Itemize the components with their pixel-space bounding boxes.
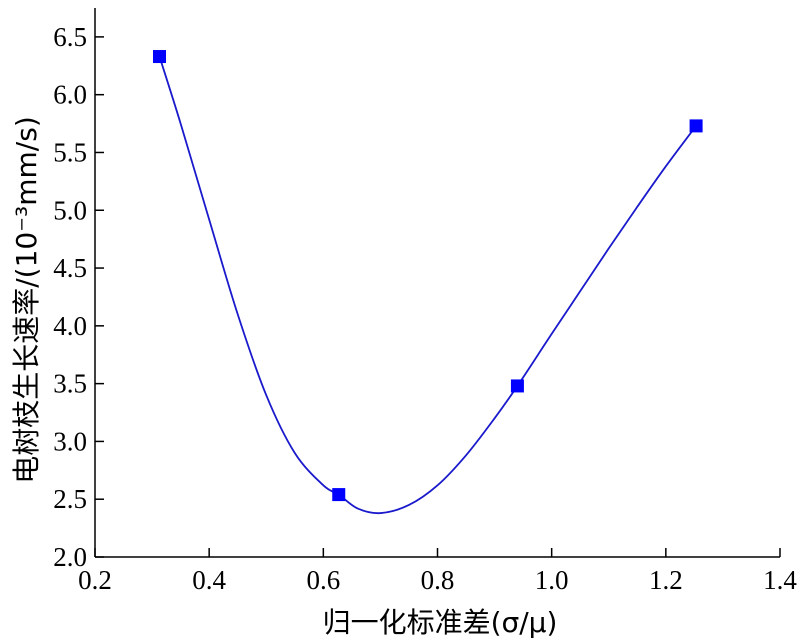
y-tick-label: 3.5 [53, 369, 87, 399]
x-tick-label: 1.4 [763, 565, 797, 595]
y-tick-label: 6.0 [53, 80, 87, 110]
data-markers [153, 50, 703, 502]
fit-curve [158, 56, 697, 515]
y-tick-label: 3.0 [53, 426, 87, 456]
data-point-4 [689, 119, 703, 133]
data-point-1 [153, 50, 166, 64]
y-axis-title: 电树枝生长速率/(10⁻³mm/s) [10, 116, 43, 484]
axes [94, 8, 780, 558]
data-point-2 [332, 488, 346, 502]
y-tick-label: 2.0 [53, 542, 87, 572]
y-tick-label: 4.0 [53, 311, 87, 341]
x-axis-title: 归一化标准差(σ/μ) [323, 606, 558, 639]
y-tick-label: 4.5 [53, 253, 87, 283]
data-point-3 [510, 379, 524, 393]
y-tick-label: 6.5 [53, 22, 87, 52]
y-tick-label: 5.5 [53, 137, 87, 167]
x-tick-label: 0.6 [306, 565, 340, 595]
x-tick-label: 0.4 [192, 565, 226, 595]
x-tick-label: 0.8 [421, 565, 455, 595]
y-tick-label: 5.0 [53, 195, 87, 225]
x-tick-label: 0.2 [78, 565, 112, 595]
x-tick-label: 1.0 [535, 565, 569, 595]
ticks: 0.2 0.4 0.6 0.8 1.0 1.2 1.4 2.0 2.5 3.0 3.5 4.0 4.5 5… [53, 22, 797, 595]
x-tick-label: 1.2 [649, 565, 683, 595]
y-tick-label: 2.5 [53, 484, 87, 514]
